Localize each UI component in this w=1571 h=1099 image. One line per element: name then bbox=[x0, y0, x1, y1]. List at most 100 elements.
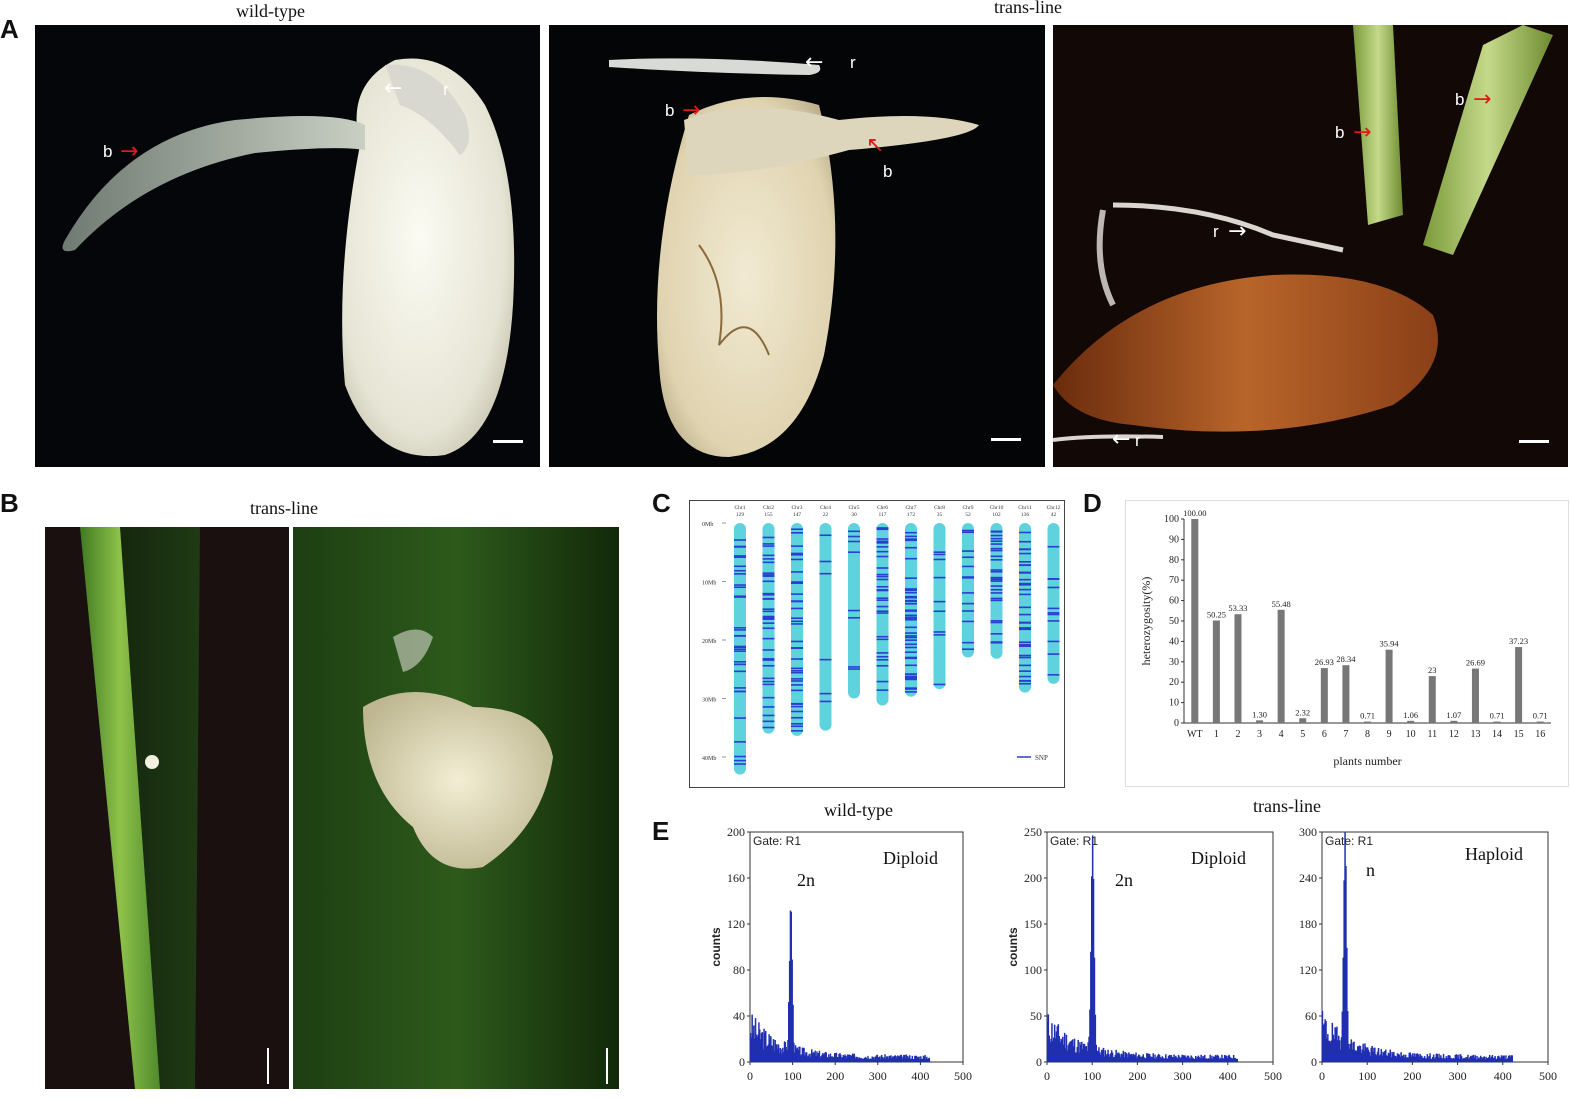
x-tick-label: 100 bbox=[784, 1069, 802, 1083]
x-tick-label: 10 bbox=[1406, 729, 1416, 740]
chromosome-bar bbox=[1047, 523, 1060, 684]
bar bbox=[1299, 718, 1307, 723]
snp-marker bbox=[905, 673, 917, 675]
snp-marker bbox=[990, 621, 1003, 624]
snp-marker bbox=[762, 572, 775, 574]
x-tick-label: 9 bbox=[1387, 729, 1392, 740]
snp-marker bbox=[1019, 606, 1031, 609]
bar-data-label: 53.33 bbox=[1228, 603, 1247, 613]
annotation-b-a2-left: b bbox=[665, 101, 675, 120]
y-tick-label: 40Mb bbox=[702, 756, 716, 762]
x-tick-label: 200 bbox=[826, 1069, 844, 1083]
snp-marker bbox=[990, 633, 1003, 635]
snp-marker bbox=[762, 536, 775, 539]
snp-marker bbox=[734, 556, 746, 559]
bar-data-label: 23 bbox=[1428, 665, 1437, 675]
snp-marker bbox=[819, 534, 832, 537]
snp-marker bbox=[1019, 588, 1031, 591]
snp-marker bbox=[791, 647, 803, 650]
snp-marker bbox=[848, 668, 860, 670]
snp-marker bbox=[990, 559, 1003, 561]
snp-marker bbox=[990, 576, 1003, 579]
y-tick-label: 90 bbox=[1169, 534, 1179, 545]
photo-trans-line-seedling bbox=[1053, 25, 1568, 467]
ploidy-annotation: Diploid bbox=[883, 848, 938, 868]
snp-marker bbox=[990, 620, 1003, 622]
plot-frame bbox=[1321, 831, 1549, 1063]
chromosome-name: Chr8 bbox=[934, 505, 945, 511]
photo-wild-type-seed bbox=[35, 25, 540, 467]
snp-marker bbox=[1019, 593, 1031, 596]
snp-marker bbox=[1019, 656, 1031, 659]
bar-data-label: 1.06 bbox=[1403, 710, 1418, 720]
snp-marker bbox=[962, 592, 974, 594]
annotation-r-a3-mid: r bbox=[1213, 222, 1219, 241]
y-tick-label: 10Mb bbox=[702, 581, 716, 587]
bar bbox=[1320, 668, 1328, 723]
x-tick-label: 16 bbox=[1535, 729, 1545, 740]
x-tick-label: 7 bbox=[1343, 729, 1348, 740]
snp-marker bbox=[990, 531, 1003, 533]
x-tick-label: 0 bbox=[1319, 1069, 1325, 1083]
snp-marker bbox=[762, 558, 775, 560]
chromosome-snp-count: 129 bbox=[736, 512, 745, 518]
wild-type-seed-drawing bbox=[62, 58, 515, 457]
snp-marker bbox=[962, 620, 974, 623]
snp-marker bbox=[791, 730, 803, 732]
chromosome-snp-count: 42 bbox=[1051, 512, 1057, 518]
white-arrow-icon: → bbox=[1228, 219, 1247, 244]
y-tick-label: 0Mb bbox=[702, 522, 713, 528]
panel-label-c: C bbox=[652, 488, 671, 518]
chromosome-snp-count: 117 bbox=[878, 512, 886, 518]
snp-marker bbox=[990, 578, 1003, 581]
trans-line-seedling-drawing bbox=[1053, 25, 1553, 442]
snp-marker bbox=[734, 670, 746, 673]
snp-marker bbox=[762, 592, 775, 595]
snp-marker bbox=[962, 648, 974, 651]
red-arrow-icon: → bbox=[1473, 87, 1492, 112]
x-tick-label: 100 bbox=[1083, 1069, 1101, 1083]
x-tick-label: 0 bbox=[747, 1069, 753, 1083]
flow-histogram-trans-diploid: 0 50 100 150 200 250 0 100 200 300 400 500 Gate: R1 D… bbox=[1006, 825, 1282, 1083]
snp-marker bbox=[734, 627, 746, 629]
snp-marker bbox=[876, 575, 889, 578]
snp-marker bbox=[962, 602, 974, 605]
snp-marker bbox=[905, 677, 917, 679]
x-tick-label: 300 bbox=[1174, 1069, 1192, 1083]
snp-marker bbox=[905, 610, 917, 612]
snp-marker bbox=[848, 540, 860, 543]
snp-marker bbox=[791, 710, 803, 713]
snp-marker bbox=[876, 527, 889, 529]
chromosome-snp-count: 22 bbox=[823, 512, 829, 518]
snp-marker bbox=[905, 538, 917, 540]
annotation-r-a3-bottom: r bbox=[1135, 431, 1141, 450]
snp-marker bbox=[990, 543, 1003, 545]
snp-marker bbox=[762, 714, 775, 717]
snp-marker bbox=[876, 567, 889, 569]
y-tick-label: 120 bbox=[1299, 963, 1317, 977]
snp-marker bbox=[1019, 584, 1031, 586]
snp-marker bbox=[734, 755, 746, 758]
snp-marker bbox=[848, 551, 860, 553]
panel-a-title-trans-line: trans-line bbox=[994, 0, 1062, 17]
snp-marker bbox=[876, 589, 889, 592]
snp-marker bbox=[876, 585, 889, 588]
photo-trans-line-seed bbox=[549, 25, 1045, 467]
y-tick-label: 50 bbox=[1169, 616, 1179, 627]
snp-marker bbox=[762, 658, 775, 660]
snp-marker bbox=[905, 591, 917, 594]
snp-marker bbox=[876, 652, 889, 654]
x-tick-label: 500 bbox=[1264, 1069, 1282, 1083]
bar bbox=[1428, 676, 1436, 723]
snp-marker bbox=[1047, 613, 1060, 616]
snp-marker bbox=[905, 635, 917, 637]
ploidy-annotation: Haploid bbox=[1465, 844, 1523, 864]
y-tick-label: 20Mb bbox=[702, 639, 716, 645]
photo-leaf-callus-closeup bbox=[293, 527, 619, 1089]
snp-marker bbox=[876, 658, 889, 661]
snp-marker bbox=[1047, 674, 1060, 676]
chromosome-snp-count: 102 bbox=[992, 512, 1001, 518]
snp-marker bbox=[933, 631, 946, 633]
y-tick-label: 80 bbox=[733, 963, 745, 977]
snp-marker bbox=[791, 684, 803, 686]
